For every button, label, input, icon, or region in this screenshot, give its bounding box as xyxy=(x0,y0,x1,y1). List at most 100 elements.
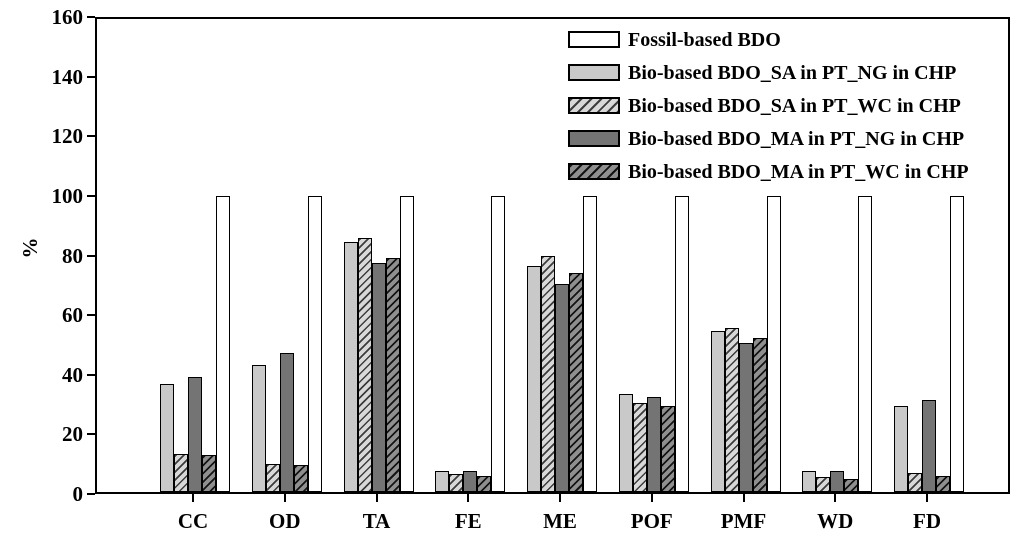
y-tick-mark xyxy=(87,75,95,78)
bar-dark-hatch-cc xyxy=(202,455,216,492)
bar-fossil-fd xyxy=(950,196,964,492)
y-tick-mark xyxy=(87,433,95,436)
y-tick-label: 40 xyxy=(62,362,83,387)
x-tick-mark xyxy=(559,494,561,502)
legend-label: Bio-based BDO_SA in PT_WC in CHP xyxy=(628,94,961,117)
bar-light-hatch-pof xyxy=(632,403,647,492)
bar-dark-hatch-fe xyxy=(477,475,492,492)
bar-fossil-ta xyxy=(399,196,414,492)
bar-light-wd xyxy=(802,471,817,492)
legend-swatch-dark xyxy=(568,130,620,147)
bar-dark-hatch-ta xyxy=(385,258,400,492)
bar-dark-od xyxy=(279,353,294,492)
bar-light-hatch-wd xyxy=(816,477,831,492)
bar-dark-hatch-pmf xyxy=(752,338,767,492)
y-tick-mark xyxy=(87,493,95,495)
y-tick-mark xyxy=(87,135,95,138)
legend: Fossil-based BDO Bio-based BDO_SA in PT_N… xyxy=(568,23,969,188)
x-tick-mark xyxy=(926,494,928,502)
legend-swatch-light xyxy=(568,64,620,81)
bar-dark-hatch-fd xyxy=(936,475,950,492)
bar-light-hatch-fe xyxy=(449,474,464,492)
bar-fossil-od xyxy=(307,196,322,492)
bar-dark-hatch-od xyxy=(293,465,308,492)
bar-group-fe xyxy=(435,19,506,492)
bar-light-hatch-pmf xyxy=(724,327,739,492)
bar-group-cc xyxy=(160,19,230,492)
y-tick-label: 60 xyxy=(62,303,83,328)
bar-dark-hatch-wd xyxy=(844,478,859,492)
bar-light-hatch-od xyxy=(265,463,280,492)
bar-light-cc xyxy=(160,384,174,492)
bar-dark-pof xyxy=(646,397,661,492)
x-tick-mark xyxy=(192,494,194,502)
y-tick-label: 0 xyxy=(72,482,84,506)
y-tick-mark xyxy=(87,314,95,317)
bar-dark-cc xyxy=(188,376,202,492)
bar-fossil-fe xyxy=(491,196,506,492)
legend-row: Fossil-based BDO xyxy=(568,23,969,56)
bar-dark-wd xyxy=(830,471,845,492)
bar-light-od xyxy=(251,364,266,492)
x-category-label: FE xyxy=(454,509,482,533)
x-tick-mark xyxy=(834,494,837,502)
legend-row: Bio-based BDO_MA in PT_WC in CHP xyxy=(568,155,969,188)
legend-label: Fossil-based BDO xyxy=(628,28,781,51)
x-category-label: TA xyxy=(362,509,391,533)
x-category-label: OD xyxy=(269,509,301,533)
x-tick-mark xyxy=(467,494,470,502)
bar-light-hatch-ta xyxy=(357,237,372,492)
legend-swatch-light-hatch xyxy=(568,97,620,114)
legend-swatch-fossil xyxy=(568,31,620,48)
bar-light-pof xyxy=(618,394,633,492)
x-category-label: WD xyxy=(817,509,854,533)
x-tick-mark xyxy=(742,494,745,502)
bar-dark-fe xyxy=(463,471,478,492)
legend-row: Bio-based BDO_MA in PT_NG in CHP xyxy=(568,122,969,155)
x-tick-mark xyxy=(283,494,286,502)
bar-light-hatch-cc xyxy=(174,453,188,492)
y-tick-mark xyxy=(87,16,95,18)
x-category-label: CC xyxy=(177,509,209,533)
y-tick-label: 120 xyxy=(51,124,84,149)
bar-dark-pmf xyxy=(738,342,753,492)
bar-light-me xyxy=(527,265,541,492)
y-tick-label: 20 xyxy=(62,422,83,447)
x-category-label: ME xyxy=(543,509,577,533)
legend-row: Bio-based BDO_SA in PT_WC in CHP xyxy=(568,89,969,122)
x-tick-mark xyxy=(650,494,653,502)
bar-dark-me xyxy=(555,283,569,492)
bar-light-fe xyxy=(435,471,450,492)
legend-swatch-dark-hatch xyxy=(568,163,620,180)
x-category-label: POF xyxy=(630,509,673,533)
y-tick-mark xyxy=(87,373,95,376)
bar-light-pmf xyxy=(710,330,725,492)
y-tick-label: 160 xyxy=(51,5,84,29)
x-tick-mark xyxy=(375,494,378,502)
bar-fossil-wd xyxy=(858,196,873,492)
y-tick-label: 80 xyxy=(62,243,83,268)
bar-light-fd xyxy=(894,406,908,492)
bar-group-me xyxy=(527,19,597,492)
legend-label: Bio-based BDO_MA in PT_NG in CHP xyxy=(628,127,965,150)
bar-fossil-cc xyxy=(216,196,230,492)
bar-fossil-pmf xyxy=(766,196,781,492)
x-category-label: FD xyxy=(913,509,941,533)
bar-group-wd xyxy=(802,19,873,492)
bar-fossil-pof xyxy=(674,196,689,492)
bar-dark-fd xyxy=(922,400,936,492)
bar-dark-hatch-pof xyxy=(660,406,675,492)
bar-light-ta xyxy=(343,242,358,492)
bar-dark-ta xyxy=(371,262,386,492)
bar-group-pmf xyxy=(710,19,781,492)
x-category-label: PMF xyxy=(720,509,767,533)
y-tick-mark xyxy=(87,194,95,197)
bar-light-hatch-fd xyxy=(908,472,922,492)
bar-fossil-me xyxy=(583,196,597,492)
bar-group-fd xyxy=(894,19,964,492)
y-tick-mark xyxy=(87,254,95,257)
bar-light-hatch-me xyxy=(541,255,555,492)
legend-row: Bio-based BDO_SA in PT_NG in CHP xyxy=(568,56,969,89)
bar-dark-hatch-me xyxy=(569,273,583,492)
